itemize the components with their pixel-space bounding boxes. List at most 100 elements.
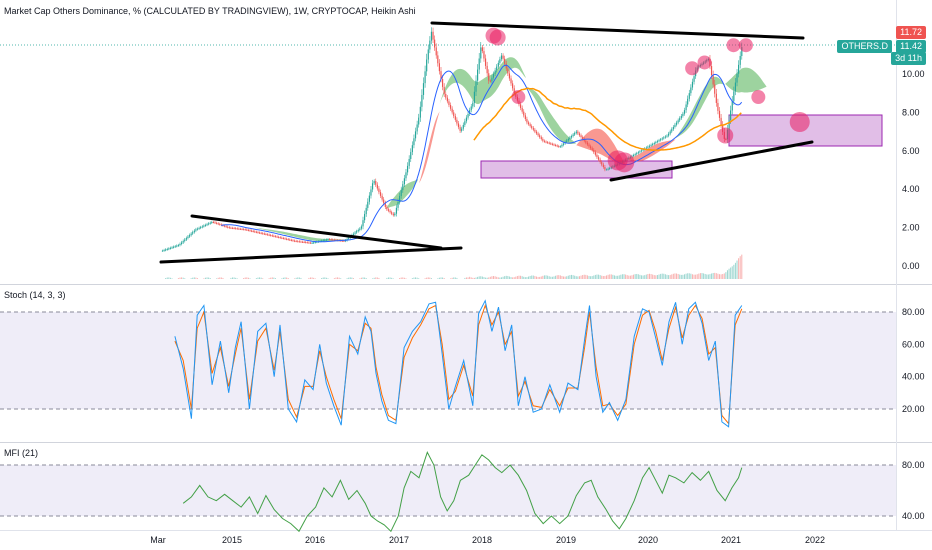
volume-bar bbox=[489, 276, 491, 279]
candle-body bbox=[196, 228, 199, 230]
candle-body bbox=[384, 203, 386, 207]
volume-bar bbox=[169, 277, 171, 279]
volume-bar bbox=[257, 277, 259, 279]
volume-bar bbox=[606, 275, 608, 279]
volume-bar bbox=[270, 277, 272, 279]
volume-bar bbox=[696, 274, 698, 279]
candle-body bbox=[375, 181, 377, 185]
candle-body bbox=[332, 239, 334, 241]
volume-bar bbox=[736, 260, 738, 279]
volume-bar bbox=[691, 274, 693, 279]
candle-body bbox=[469, 110, 471, 114]
volume-bar bbox=[664, 274, 666, 279]
candle-body bbox=[212, 221, 215, 223]
trendline-support-2014[interactable] bbox=[159, 246, 463, 264]
candle-body bbox=[440, 71, 442, 80]
volume-bar bbox=[547, 275, 549, 279]
candle-body bbox=[278, 236, 280, 238]
zone-lower[interactable] bbox=[480, 160, 673, 179]
candle-body bbox=[400, 190, 402, 196]
volume-bar bbox=[184, 278, 186, 279]
time-axis[interactable]: Mar 2015 2016 2017 2018 2019 2020 2021 2022 bbox=[150, 535, 825, 545]
candle-body bbox=[179, 243, 181, 246]
volume-bar bbox=[521, 276, 523, 279]
candle-body bbox=[308, 242, 310, 244]
mfi-axis[interactable]: 80.00 40.00 bbox=[902, 460, 925, 521]
time-axis-tick: 2018 bbox=[472, 535, 492, 545]
candle-body bbox=[496, 66, 498, 71]
volume-bar bbox=[553, 276, 555, 279]
volume-bar bbox=[545, 275, 547, 279]
volume-bar bbox=[387, 277, 389, 279]
volume-bar bbox=[348, 277, 350, 279]
stoch-title: Stoch (14, 3, 3) bbox=[4, 290, 66, 300]
trendline-resistance-2014[interactable] bbox=[190, 214, 443, 250]
volume-bar bbox=[526, 277, 528, 279]
candle-body bbox=[432, 31, 434, 40]
volume-bar bbox=[209, 278, 211, 279]
volume-bar bbox=[677, 273, 679, 279]
volume-bar bbox=[508, 276, 510, 279]
candle-body bbox=[289, 239, 291, 241]
volume-bar bbox=[567, 275, 569, 279]
candle-body bbox=[266, 234, 269, 236]
volume-bar bbox=[373, 277, 375, 279]
candle-body bbox=[187, 236, 189, 239]
volume-bar bbox=[683, 274, 685, 279]
candle-body bbox=[426, 59, 428, 72]
candle-body bbox=[497, 62, 499, 67]
volume-bar bbox=[726, 270, 728, 279]
volume-bar bbox=[405, 278, 407, 279]
volume-bar bbox=[685, 273, 687, 279]
time-axis-tick: 2020 bbox=[638, 535, 658, 545]
volume-bar bbox=[208, 277, 210, 279]
volume-bar bbox=[497, 277, 499, 279]
candle-body bbox=[185, 238, 187, 240]
volume-bar bbox=[644, 275, 646, 279]
candle-body bbox=[660, 139, 662, 141]
volume-bar bbox=[177, 278, 179, 279]
candle-body bbox=[391, 212, 393, 214]
trendline-resistance-2017[interactable] bbox=[430, 21, 805, 40]
main-price-axis[interactable]: 12.0010.008.006.004.002.000.00 bbox=[902, 31, 925, 271]
volume-bar bbox=[658, 274, 660, 279]
volume-bar bbox=[682, 274, 684, 279]
volume-bar bbox=[609, 274, 611, 279]
candle-body bbox=[542, 138, 544, 141]
volume-bar bbox=[734, 262, 736, 279]
volume-bar bbox=[352, 278, 354, 279]
time-axis-tick: 2017 bbox=[389, 535, 409, 545]
candle-body bbox=[566, 140, 568, 142]
countdown-label: 3d 11h bbox=[891, 52, 926, 65]
volume-bar bbox=[551, 276, 553, 279]
trendlines[interactable] bbox=[159, 21, 814, 264]
candle-body bbox=[683, 110, 686, 114]
volume-bar bbox=[386, 277, 388, 279]
highlight-marker bbox=[726, 38, 741, 53]
candle-body bbox=[529, 124, 531, 127]
volume-bar bbox=[537, 276, 539, 279]
volume-bar bbox=[295, 277, 297, 279]
candle-body bbox=[647, 146, 649, 148]
price-axis-tick: 8.00 bbox=[902, 107, 920, 117]
volume-bar bbox=[720, 274, 722, 279]
candle-body bbox=[456, 119, 458, 124]
volume-bar bbox=[612, 274, 614, 279]
volume-bar bbox=[601, 275, 603, 279]
candle-body bbox=[435, 47, 437, 56]
candle-body bbox=[526, 119, 528, 123]
candle-body bbox=[206, 224, 208, 226]
highlight-marker bbox=[697, 55, 712, 70]
volume-bar bbox=[475, 277, 477, 279]
candle-body bbox=[295, 240, 297, 242]
stoch-axis[interactable]: 80.00 60.00 40.00 20.00 bbox=[902, 307, 925, 414]
trendline-support-2019[interactable] bbox=[609, 140, 814, 182]
volume-bar bbox=[590, 276, 592, 279]
candle-body bbox=[663, 137, 665, 139]
candle-body bbox=[679, 118, 681, 121]
volume-bar bbox=[531, 275, 533, 279]
candle-body bbox=[691, 81, 694, 88]
ichimoku-cloud-segment bbox=[419, 111, 440, 184]
volume-bar bbox=[633, 274, 635, 279]
